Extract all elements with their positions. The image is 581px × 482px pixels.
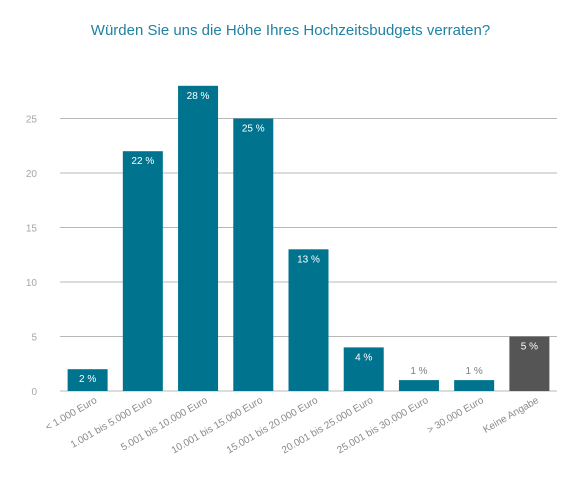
data-labels: 2 % 22 % 28 % 25 % 13 % 4 % 1 % 1 % 5 % (79, 91, 538, 385)
data-label: 1 % (466, 366, 483, 377)
y-tick-label: 10 (26, 278, 38, 289)
data-label: 4 % (355, 352, 372, 363)
x-tick-label: 20.001 bis 25.000 Euro (280, 395, 375, 456)
bar (398, 380, 439, 391)
x-tick-label: 15.001 bis 20.000 Euro (225, 395, 320, 456)
y-tick-label: 15 (26, 224, 38, 235)
x-tick-label: 10.001 bis 15.000 Euro (170, 395, 265, 456)
bar (122, 151, 163, 391)
bar (67, 369, 108, 391)
y-tick-label: 0 (31, 387, 37, 398)
y-tick-label: 20 (26, 169, 38, 180)
bar (454, 380, 495, 391)
x-tick-label: 25.001 bis 30.000 Euro (335, 395, 430, 456)
y-tick-label: 25 (26, 115, 38, 126)
bar (178, 85, 219, 392)
bar (509, 336, 550, 391)
bar (233, 118, 274, 391)
data-label: 25 % (242, 124, 265, 135)
data-label: 13 % (297, 254, 320, 265)
data-label: 2 % (79, 374, 96, 385)
data-label: 22 % (131, 156, 154, 167)
y-tick-label: 5 (31, 333, 37, 344)
x-tick-label: > 30.000 Euro (426, 395, 487, 436)
data-label: 28 % (187, 91, 210, 102)
bar (288, 249, 329, 391)
y-axis-ticks: 0 5 10 15 20 25 (26, 115, 38, 399)
data-label: 5 % (521, 342, 538, 353)
data-label: 1 % (410, 366, 427, 377)
bars (67, 85, 550, 392)
bar (343, 347, 384, 391)
x-tick-label: Keine Angabe (481, 395, 541, 436)
chart-title: Würden Sie uns die Höhe Ihres Hochzeitsb… (90, 22, 491, 39)
